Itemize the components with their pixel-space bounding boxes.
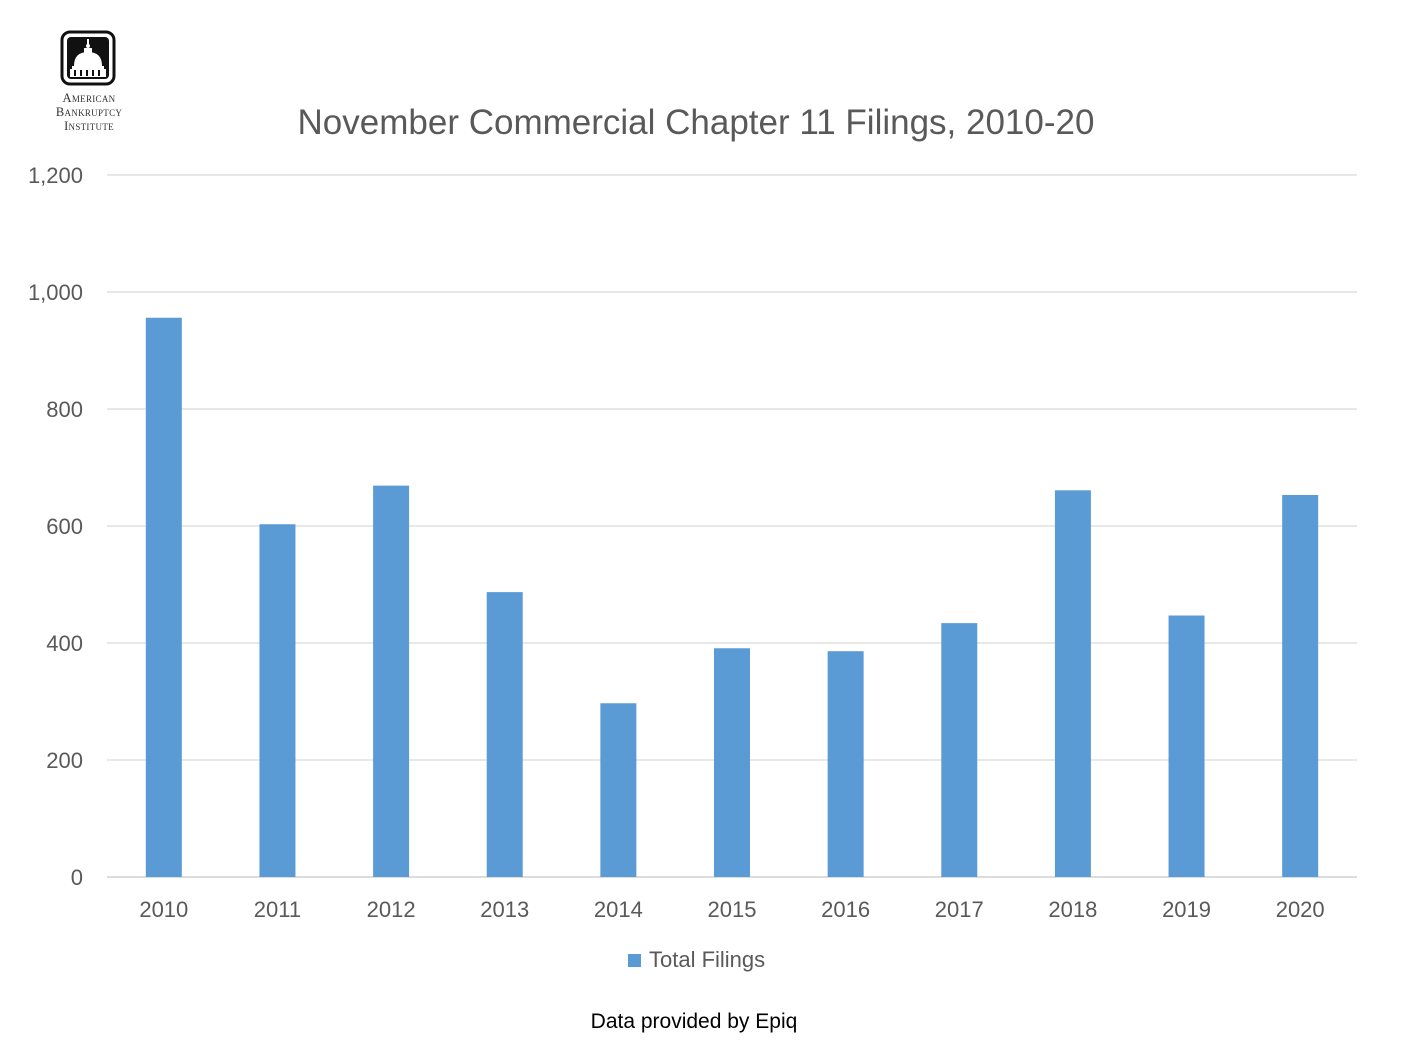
bars (145, 317, 1319, 877)
chart-title: November Commercial Chapter 11 Filings, … (298, 103, 1095, 142)
bar-2020 (1282, 494, 1319, 877)
bar-2018 (1054, 490, 1091, 877)
x-tick-label: 2017 (935, 897, 984, 922)
logo-line-1: American (63, 91, 116, 105)
y-tick-label: 600 (46, 514, 83, 539)
logo-line-2: Bankruptcy (56, 105, 123, 119)
y-axis-tick-labels: 0 200 400 600 800 1,000 1,200 (28, 163, 83, 890)
x-axis-tick-labels: 2010 2011 2012 2013 2014 2015 2016 2017 2018 2019… (139, 897, 1324, 922)
legend: Total Filings (628, 947, 765, 972)
bar-2017 (941, 623, 978, 877)
capitol-dome-icon (60, 30, 116, 86)
bar-2013 (486, 592, 523, 877)
legend-swatch-total-filings (628, 954, 641, 967)
bar-2011 (259, 524, 296, 877)
y-tick-label: 1,000 (28, 280, 83, 305)
y-tick-label: 0 (71, 865, 83, 890)
y-tick-label: 400 (46, 631, 83, 656)
bar-2016 (827, 651, 864, 877)
x-tick-label: 2013 (480, 897, 529, 922)
x-tick-label: 2015 (708, 897, 757, 922)
data-source-note: Data provided by Epiq (591, 1010, 798, 1033)
y-tick-label: 200 (46, 748, 83, 773)
logo: American Bankruptcy Institute (56, 30, 123, 133)
x-tick-label: 2019 (1162, 897, 1211, 922)
x-tick-label: 2016 (821, 897, 870, 922)
x-tick-label: 2012 (367, 897, 416, 922)
legend-label-total-filings: Total Filings (649, 947, 765, 972)
x-tick-label: 2020 (1276, 897, 1325, 922)
x-tick-label: 2014 (594, 897, 643, 922)
bar-2012 (373, 485, 410, 877)
bar-2014 (600, 703, 637, 877)
y-tick-label: 1,200 (28, 163, 83, 188)
y-tick-label: 800 (46, 397, 83, 422)
logo-line-3: Institute (64, 119, 114, 133)
bar-2019 (1168, 615, 1205, 877)
bar-2015 (714, 648, 750, 877)
bar-2010 (145, 317, 182, 877)
x-tick-label: 2018 (1048, 897, 1097, 922)
x-tick-label: 2010 (139, 897, 188, 922)
x-tick-label: 2011 (254, 897, 301, 922)
